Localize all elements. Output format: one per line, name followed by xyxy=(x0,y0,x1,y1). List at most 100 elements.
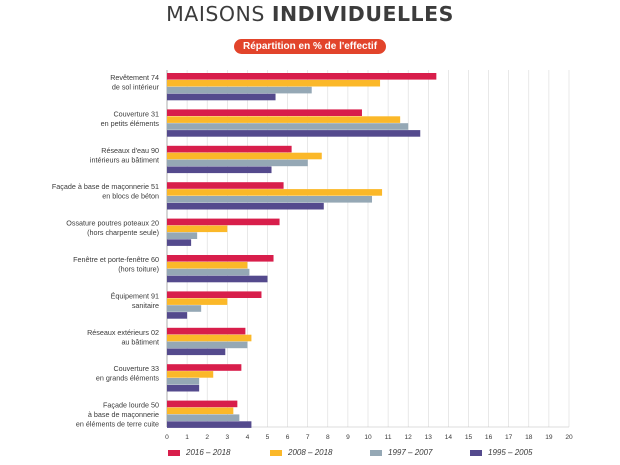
bar xyxy=(167,189,383,196)
bar xyxy=(167,305,202,312)
subtitle-wrap: Répartition en % de l'effectif xyxy=(0,36,620,54)
bar xyxy=(167,130,421,137)
bar xyxy=(167,275,268,283)
x-tick-label: 9 xyxy=(346,434,350,441)
x-tick-label: 8 xyxy=(326,434,330,441)
legend-swatch xyxy=(370,449,382,456)
bar xyxy=(167,225,228,233)
bar xyxy=(167,371,214,378)
category-label: Fenêtre et porte-fenêtre 60 xyxy=(73,255,159,264)
category-code: 90 xyxy=(149,146,159,155)
category-label-name: Couverture xyxy=(113,364,149,373)
bar xyxy=(167,348,226,356)
category-label: Équipement 91 xyxy=(111,291,159,300)
legend-label: 1995 – 2005 xyxy=(488,448,533,457)
x-tick-label: 5 xyxy=(266,434,270,441)
bar xyxy=(167,79,381,87)
legend-item: 2008 – 2018 xyxy=(270,448,333,457)
category-label: Façade à base de maçonnerie 51 xyxy=(52,182,159,191)
bar xyxy=(167,232,198,239)
bar xyxy=(167,255,274,262)
category-label: Réseaux d'eau 90 xyxy=(101,146,159,155)
category-code: 20 xyxy=(149,219,159,228)
category-label: (hors toiture) xyxy=(118,265,159,274)
bar xyxy=(167,182,284,189)
category-label: Réseaux extérieurs 02 xyxy=(87,328,159,337)
bar xyxy=(167,384,200,392)
x-tick-label: 6 xyxy=(286,434,290,441)
x-tick-label: 10 xyxy=(364,434,372,441)
category-label: Ossature poutres poteaux 20 xyxy=(66,219,159,228)
bar xyxy=(167,73,437,80)
category-label: Revêtement 74 xyxy=(110,73,159,82)
x-tick-label: 18 xyxy=(525,434,533,441)
x-tick-label: 17 xyxy=(505,434,513,441)
subtitle-pill: Répartition en % de l'effectif xyxy=(233,39,387,54)
x-tick-label: 19 xyxy=(545,434,553,441)
bar xyxy=(167,202,324,210)
bar xyxy=(167,218,280,226)
legend-item: 2016 – 2018 xyxy=(168,448,231,457)
bar xyxy=(167,239,192,246)
category-code: 50 xyxy=(149,401,159,410)
x-tick-label: 20 xyxy=(565,434,573,441)
category-code: 60 xyxy=(149,255,159,264)
x-tick-label: 7 xyxy=(306,434,310,441)
bar xyxy=(167,414,240,421)
x-tick-label: 11 xyxy=(385,434,392,441)
legend-item: 1995 – 2005 xyxy=(470,448,533,457)
category-label-name: Revêtement xyxy=(110,73,149,82)
title-part-bold: INDIVIDUELLES xyxy=(271,2,454,26)
legend: 2016 – 2018 2008 – 2018 1997 – 2007 1995 – … xyxy=(0,448,620,462)
bar xyxy=(167,86,312,94)
bar xyxy=(167,109,362,116)
x-tick-label: 1 xyxy=(185,434,189,441)
bar xyxy=(167,291,262,298)
category-label-name: Façade à base de maçonnerie xyxy=(52,182,149,191)
bar xyxy=(167,298,228,305)
category-label-name: Façade lourde xyxy=(103,401,149,410)
category-label-name: Couverture xyxy=(113,109,149,118)
legend-swatch xyxy=(470,449,482,456)
legend-label: 1997 – 2007 xyxy=(388,448,433,457)
bar xyxy=(167,93,276,101)
category-label: Couverture 33 xyxy=(113,364,159,373)
category-label: de sol intérieur xyxy=(112,83,160,92)
bar xyxy=(167,364,242,371)
legend-swatch xyxy=(270,449,282,456)
category-label: en grands éléments xyxy=(96,374,160,383)
category-label: Couverture 31 xyxy=(113,109,159,118)
bar xyxy=(167,421,252,428)
bar xyxy=(167,407,234,415)
chart-title: MAISONS INDIVIDUELLES xyxy=(0,2,620,26)
category-label: (hors charpente seule) xyxy=(87,228,159,237)
x-tick-label: 15 xyxy=(465,434,473,441)
bar xyxy=(167,341,248,349)
bar xyxy=(167,152,322,160)
category-label-name: Ossature poutres poteaux xyxy=(66,219,149,228)
category-label: en éléments de terre cuite xyxy=(76,420,159,429)
legend-label: 2008 – 2018 xyxy=(288,448,333,457)
x-tick-label: 2 xyxy=(205,434,209,441)
category-code: 51 xyxy=(149,182,159,191)
bar xyxy=(167,261,248,269)
category-label-name: Réseaux d'eau xyxy=(101,146,149,155)
x-tick-label: 3 xyxy=(225,434,229,441)
bar xyxy=(167,166,272,174)
x-tick-label: 16 xyxy=(485,434,493,441)
category-code: 31 xyxy=(149,109,159,118)
bar xyxy=(167,312,188,319)
bar xyxy=(167,378,200,385)
category-label: au bâtiment xyxy=(121,337,159,346)
x-tick-label: 12 xyxy=(405,434,413,441)
x-tick-label: 4 xyxy=(246,434,250,441)
category-code: 74 xyxy=(149,73,159,82)
category-label: sanitaire xyxy=(132,301,159,310)
category-label-name: Fenêtre et porte-fenêtre xyxy=(73,255,149,264)
category-label: à base de maçonnerie xyxy=(88,410,159,419)
category-label-name: Réseaux extérieurs xyxy=(87,328,149,337)
x-tick-label: 14 xyxy=(445,434,453,441)
bar xyxy=(167,196,373,203)
category-label: intérieurs au bâtiment xyxy=(90,155,159,164)
